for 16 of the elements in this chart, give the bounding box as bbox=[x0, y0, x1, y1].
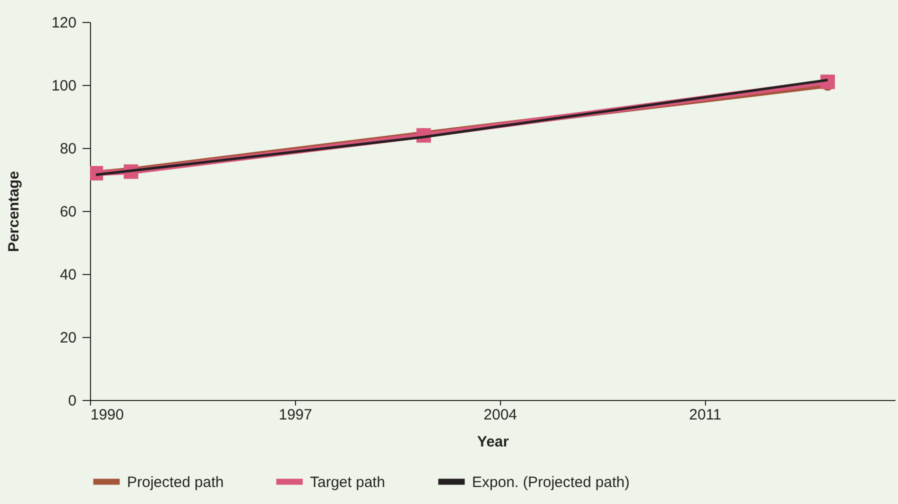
y-tick-label: 100 bbox=[51, 78, 76, 94]
y-tick-label: 60 bbox=[60, 204, 76, 220]
x-tick-label: 1997 bbox=[278, 406, 312, 424]
y-tick-label: 0 bbox=[68, 392, 76, 410]
y-tick-label: 40 bbox=[60, 266, 76, 284]
x-tick-label: 2011 bbox=[689, 406, 722, 424]
legend-label: Projected path bbox=[127, 474, 224, 491]
y-tick-label: 80 bbox=[60, 140, 76, 158]
y-axis-title: Percentage bbox=[5, 171, 22, 252]
x-axis-title: Year bbox=[477, 434, 510, 450]
legend-label: Expon. (Projected path) bbox=[472, 474, 630, 491]
x-tick-label: 1990 bbox=[90, 406, 124, 424]
legend-label: Target path bbox=[310, 474, 386, 491]
y-tick-label: 120 bbox=[51, 14, 76, 32]
x-tick-label: 2004 bbox=[484, 406, 518, 424]
y-tick-label: 20 bbox=[60, 330, 76, 346]
